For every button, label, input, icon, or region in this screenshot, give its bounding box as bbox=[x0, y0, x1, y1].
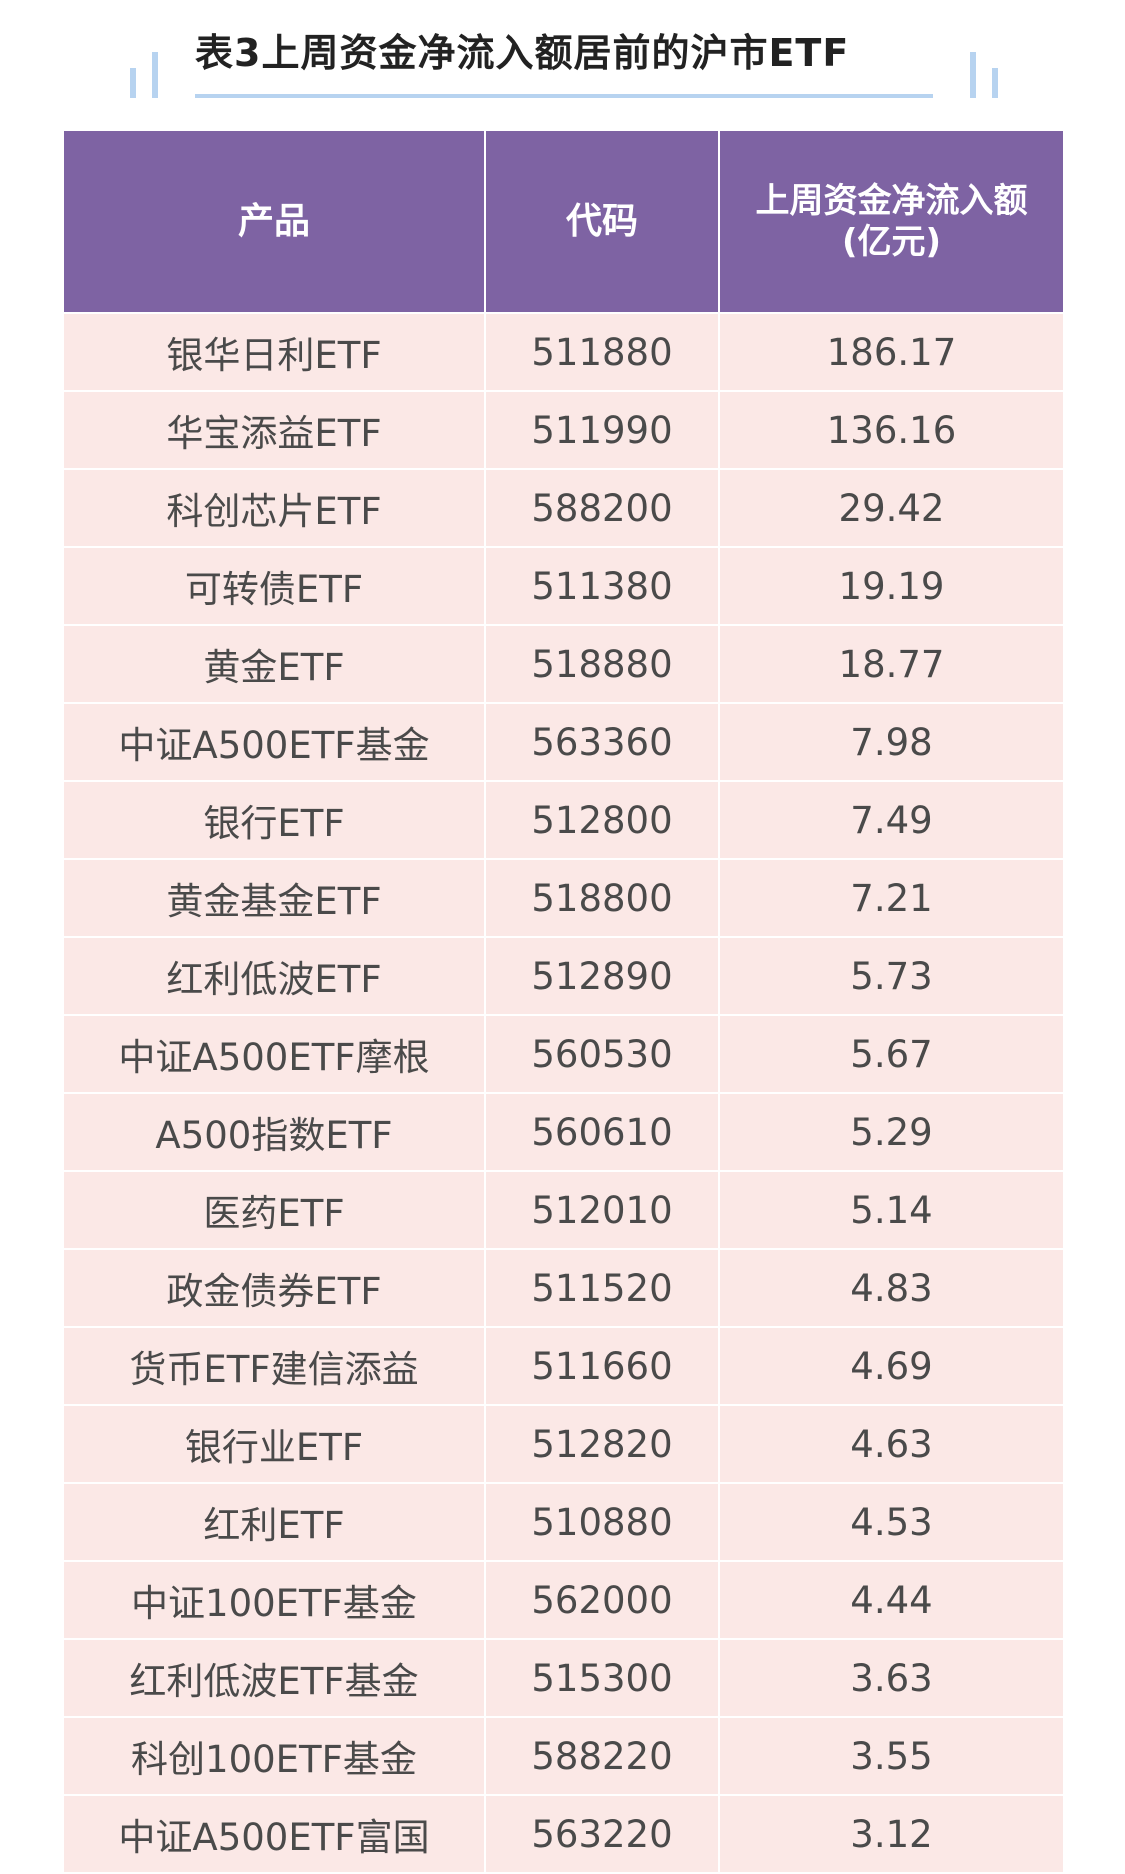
table-row: 黄金基金ETF 518800 7.21 bbox=[62, 858, 1065, 938]
table-row: 红利低波ETF基金 515300 3.63 bbox=[62, 1638, 1065, 1718]
table-row: 红利ETF 510880 4.53 bbox=[62, 1482, 1065, 1562]
header-row: 产品 代码 上周资金净流入额 (亿元) bbox=[62, 131, 1065, 313]
table-row: 红利低波ETF 512890 5.73 bbox=[62, 936, 1065, 1016]
table-row: 华宝添益ETF 511990 136.16 bbox=[62, 390, 1065, 470]
cell-product: 银行业ETF bbox=[62, 1404, 486, 1484]
cell-net-inflow: 7.98 bbox=[718, 702, 1065, 782]
table-row: A500指数ETF 560610 5.29 bbox=[62, 1092, 1065, 1172]
cell-product: 中证A500ETF基金 bbox=[62, 702, 486, 782]
table-row: 中证A500ETF摩根 560530 5.67 bbox=[62, 1014, 1065, 1094]
cell-code: 518800 bbox=[484, 858, 720, 938]
cell-net-inflow: 4.44 bbox=[718, 1560, 1065, 1640]
cell-net-inflow: 4.63 bbox=[718, 1404, 1065, 1484]
cell-product: 政金债券ETF bbox=[62, 1248, 486, 1328]
cell-product: 科创100ETF基金 bbox=[62, 1716, 486, 1796]
cell-product: 红利低波ETF基金 bbox=[62, 1638, 486, 1718]
cell-product: 中证A500ETF摩根 bbox=[62, 1014, 486, 1094]
cell-code: 563220 bbox=[484, 1794, 720, 1874]
cell-product: 红利低波ETF bbox=[62, 936, 486, 1016]
cell-product: 中证A500ETF富国 bbox=[62, 1794, 486, 1874]
decor-bar bbox=[992, 68, 998, 98]
header-net-inflow-unit: (亿元) bbox=[841, 221, 942, 262]
cell-product: 黄金基金ETF bbox=[62, 858, 486, 938]
cell-product: 货币ETF建信添益 bbox=[62, 1326, 486, 1406]
header-net-inflow: 上周资金净流入额 (亿元) bbox=[718, 131, 1065, 313]
cell-net-inflow: 186.17 bbox=[718, 312, 1065, 392]
cell-code: 518880 bbox=[484, 624, 720, 704]
cell-net-inflow: 5.73 bbox=[718, 936, 1065, 1016]
cell-product: 华宝添益ETF bbox=[62, 390, 486, 470]
cell-net-inflow: 5.29 bbox=[718, 1092, 1065, 1172]
cell-net-inflow: 7.49 bbox=[718, 780, 1065, 860]
cell-product: 医药ETF bbox=[62, 1170, 486, 1250]
cell-net-inflow: 4.83 bbox=[718, 1248, 1065, 1328]
cell-code: 511520 bbox=[484, 1248, 720, 1328]
title-underline bbox=[195, 94, 933, 98]
cell-code: 511380 bbox=[484, 546, 720, 626]
cell-code: 512800 bbox=[484, 780, 720, 860]
cell-code: 562000 bbox=[484, 1560, 720, 1640]
cell-net-inflow: 4.69 bbox=[718, 1326, 1065, 1406]
cell-net-inflow: 7.21 bbox=[718, 858, 1065, 938]
cell-code: 588220 bbox=[484, 1716, 720, 1796]
decor-bar bbox=[970, 52, 976, 98]
cell-code: 510880 bbox=[484, 1482, 720, 1562]
header-code: 代码 bbox=[484, 131, 720, 313]
table-row: 货币ETF建信添益 511660 4.69 bbox=[62, 1326, 1065, 1406]
cell-net-inflow: 3.12 bbox=[718, 1794, 1065, 1874]
header-product: 产品 bbox=[62, 131, 486, 313]
etf-table: 产品 代码 上周资金净流入额 (亿元) 银华日利ETF 511880 186.17 华… bbox=[62, 131, 1065, 1874]
decor-bar bbox=[152, 52, 158, 98]
cell-code: 512820 bbox=[484, 1404, 720, 1484]
table-row: 银华日利ETF 511880 186.17 bbox=[62, 312, 1065, 392]
decor-bar bbox=[130, 68, 136, 98]
table-row: 可转债ETF 511380 19.19 bbox=[62, 546, 1065, 626]
table-row: 科创芯片ETF 588200 29.42 bbox=[62, 468, 1065, 548]
cell-product: A500指数ETF bbox=[62, 1092, 486, 1172]
table-row: 银行ETF 512800 7.49 bbox=[62, 780, 1065, 860]
cell-code: 511660 bbox=[484, 1326, 720, 1406]
cell-code: 560610 bbox=[484, 1092, 720, 1172]
cell-net-inflow: 3.55 bbox=[718, 1716, 1065, 1796]
cell-product: 红利ETF bbox=[62, 1482, 486, 1562]
table-row: 黄金ETF 518880 18.77 bbox=[62, 624, 1065, 704]
cell-net-inflow: 5.67 bbox=[718, 1014, 1065, 1094]
cell-net-inflow: 19.19 bbox=[718, 546, 1065, 626]
cell-product: 中证100ETF基金 bbox=[62, 1560, 486, 1640]
cell-product: 可转债ETF bbox=[62, 546, 486, 626]
table-row: 政金债券ETF 511520 4.83 bbox=[62, 1248, 1065, 1328]
cell-net-inflow: 18.77 bbox=[718, 624, 1065, 704]
table-row: 科创100ETF基金 588220 3.55 bbox=[62, 1716, 1065, 1796]
cell-product: 黄金ETF bbox=[62, 624, 486, 704]
cell-product: 银行ETF bbox=[62, 780, 486, 860]
cell-net-inflow: 3.63 bbox=[718, 1638, 1065, 1718]
cell-net-inflow: 5.14 bbox=[718, 1170, 1065, 1250]
table-row: 银行业ETF 512820 4.63 bbox=[62, 1404, 1065, 1484]
cell-code: 563360 bbox=[484, 702, 720, 782]
cell-product: 银华日利ETF bbox=[62, 312, 486, 392]
header-net-inflow-line1: 上周资金净流入额 bbox=[755, 180, 1028, 221]
cell-net-inflow: 136.16 bbox=[718, 390, 1065, 470]
table-row: 中证A500ETF富国 563220 3.12 bbox=[62, 1794, 1065, 1874]
cell-net-inflow: 4.53 bbox=[718, 1482, 1065, 1562]
cell-code: 512890 bbox=[484, 936, 720, 1016]
cell-code: 588200 bbox=[484, 468, 720, 548]
cell-net-inflow: 29.42 bbox=[718, 468, 1065, 548]
cell-product: 科创芯片ETF bbox=[62, 468, 486, 548]
table-row: 中证100ETF基金 562000 4.44 bbox=[62, 1560, 1065, 1640]
table-row: 医药ETF 512010 5.14 bbox=[62, 1170, 1065, 1250]
cell-code: 511990 bbox=[484, 390, 720, 470]
cell-code: 512010 bbox=[484, 1170, 720, 1250]
cell-code: 511880 bbox=[484, 312, 720, 392]
cell-code: 515300 bbox=[484, 1638, 720, 1718]
table-row: 中证A500ETF基金 563360 7.98 bbox=[62, 702, 1065, 782]
page-title: 表3上周资金净流入额居前的沪市ETF bbox=[195, 31, 850, 75]
cell-code: 560530 bbox=[484, 1014, 720, 1094]
